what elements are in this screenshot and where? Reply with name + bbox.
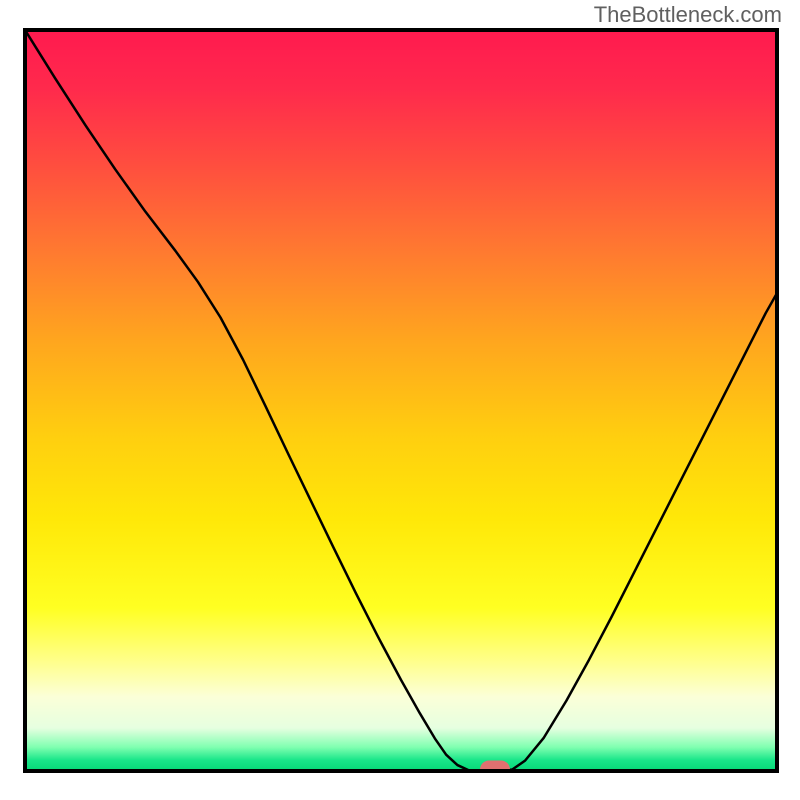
gradient-background (25, 30, 777, 771)
chart-container: TheBottleneck.com (0, 0, 800, 800)
watermark-text: TheBottleneck.com (594, 2, 782, 28)
bottleneck-chart (0, 0, 800, 800)
